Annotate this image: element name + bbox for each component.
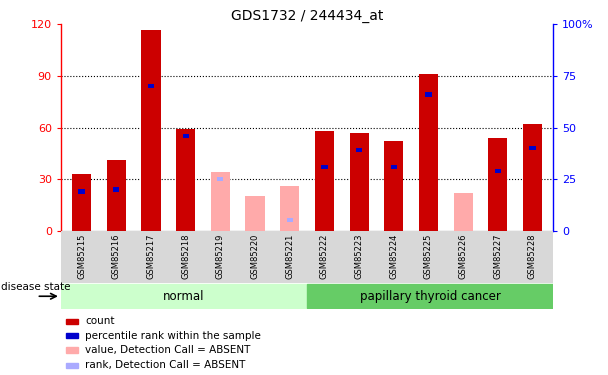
Text: GSM85222: GSM85222 bbox=[320, 233, 329, 279]
Bar bbox=[78, 189, 85, 194]
Bar bbox=[211, 172, 230, 231]
Title: GDS1732 / 244434_at: GDS1732 / 244434_at bbox=[231, 9, 383, 23]
Text: GSM85215: GSM85215 bbox=[77, 233, 86, 279]
Text: value, Detection Call = ABSENT: value, Detection Call = ABSENT bbox=[85, 345, 250, 355]
Bar bbox=[523, 124, 542, 231]
Bar bbox=[350, 133, 368, 231]
Bar bbox=[217, 177, 224, 181]
Text: normal: normal bbox=[163, 290, 205, 303]
Bar bbox=[66, 363, 78, 368]
Bar bbox=[182, 134, 188, 138]
Bar bbox=[495, 169, 501, 173]
Text: GSM85228: GSM85228 bbox=[528, 233, 537, 279]
Bar bbox=[384, 141, 403, 231]
Text: GSM85216: GSM85216 bbox=[112, 233, 121, 279]
Bar bbox=[454, 193, 472, 231]
Text: percentile rank within the sample: percentile rank within the sample bbox=[85, 331, 261, 340]
Text: GSM85220: GSM85220 bbox=[250, 233, 260, 279]
Bar bbox=[66, 347, 78, 352]
Text: count: count bbox=[85, 316, 115, 326]
Text: GSM85219: GSM85219 bbox=[216, 233, 225, 279]
Bar bbox=[321, 165, 328, 169]
Bar bbox=[113, 187, 119, 192]
Text: rank, Detection Call = ABSENT: rank, Detection Call = ABSENT bbox=[85, 360, 246, 370]
Text: GSM85227: GSM85227 bbox=[493, 233, 502, 279]
Bar bbox=[107, 160, 126, 231]
Text: GSM85217: GSM85217 bbox=[147, 233, 156, 279]
Text: GSM85218: GSM85218 bbox=[181, 233, 190, 279]
Bar bbox=[530, 146, 536, 150]
Bar bbox=[426, 92, 432, 97]
Text: GSM85223: GSM85223 bbox=[354, 233, 364, 279]
Bar bbox=[356, 148, 362, 152]
Bar bbox=[72, 174, 91, 231]
Text: GSM85224: GSM85224 bbox=[389, 233, 398, 279]
Bar bbox=[315, 131, 334, 231]
Bar bbox=[390, 165, 397, 169]
Bar bbox=[488, 138, 507, 231]
Bar bbox=[66, 319, 78, 324]
Bar bbox=[148, 84, 154, 88]
Bar bbox=[61, 284, 307, 308]
Text: GSM85226: GSM85226 bbox=[458, 233, 468, 279]
Bar bbox=[176, 129, 195, 231]
Text: papillary thyroid cancer: papillary thyroid cancer bbox=[360, 290, 500, 303]
Bar bbox=[280, 186, 299, 231]
Text: GSM85221: GSM85221 bbox=[285, 233, 294, 279]
Text: GSM85225: GSM85225 bbox=[424, 233, 433, 279]
Bar bbox=[246, 196, 264, 231]
Bar bbox=[142, 30, 161, 231]
Bar bbox=[419, 74, 438, 231]
Bar bbox=[286, 218, 293, 222]
Text: disease state: disease state bbox=[1, 282, 70, 292]
Bar bbox=[307, 284, 553, 308]
Bar bbox=[66, 333, 78, 338]
